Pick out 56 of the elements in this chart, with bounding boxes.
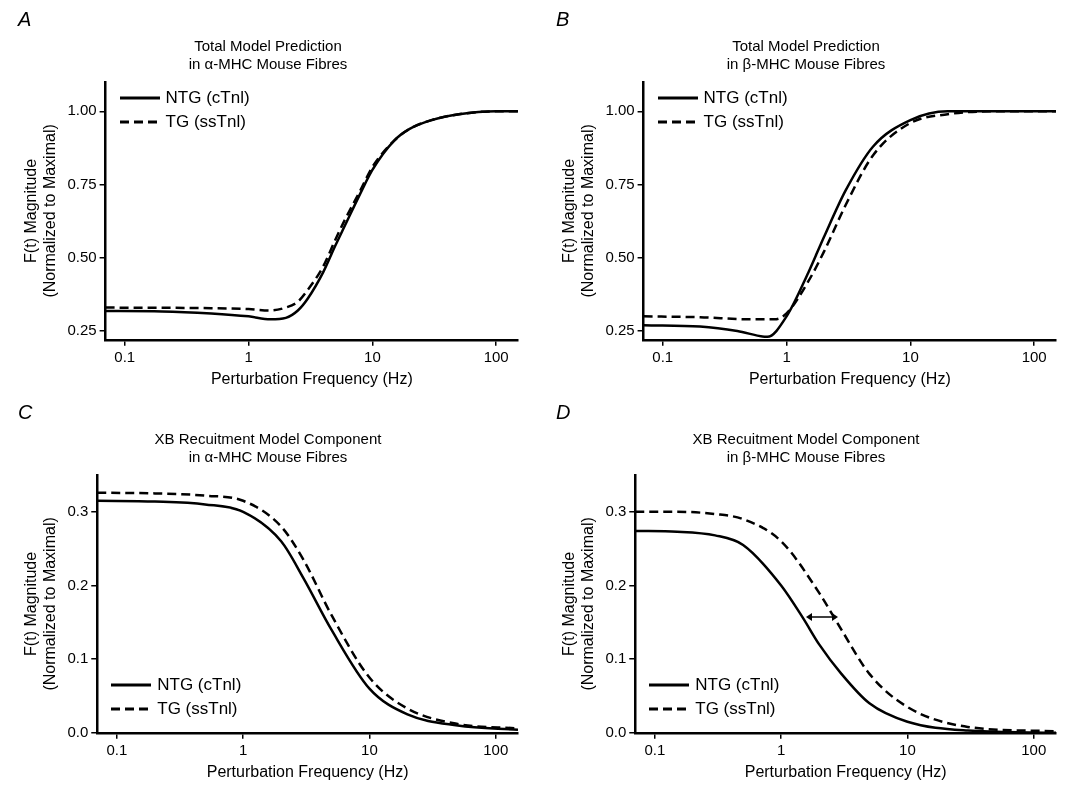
y-axis-title: F(t) Magnitude (Normalized to Maximal) — [22, 124, 59, 298]
x-axis-title: Perturbation Frequency (Hz) — [744, 762, 947, 780]
y-tick-label: 0.25 — [605, 321, 635, 339]
text: C — [18, 401, 33, 424]
x-tick-label: 10 — [364, 347, 381, 365]
x-tick-label: 1 — [776, 740, 786, 758]
x-axis-title: Perturbation Frequency (Hz) — [210, 369, 413, 387]
legend-label: TG (ssTnl) — [157, 697, 238, 720]
x-tick-label: 0.1 — [106, 740, 128, 758]
x-tick-label: 1 — [244, 347, 253, 365]
x-tick-label: 10 — [902, 347, 919, 365]
chart-title: XB Recuitment Model Component in β-MHC Mouse Fibres — [692, 430, 921, 466]
legend-label: NTG (cTnl) — [157, 673, 242, 696]
legend-label: NTG (cTnl) — [703, 87, 788, 109]
chart-title: Total Model Prediction in β-MHC Mouse Fibres — [726, 37, 886, 73]
x-tick-label: 0.1 — [652, 347, 674, 365]
y-tick-label: 0.1 — [605, 649, 627, 667]
y-tick-label: 0.1 — [67, 649, 89, 667]
x-axis-title: Perturbation Frequency (Hz) — [206, 762, 409, 780]
legend-label: NTG (cTnl) — [695, 673, 780, 696]
y-tick-label: 0.0 — [67, 722, 89, 740]
text: A — [18, 8, 32, 31]
y-tick-label: 0.0 — [605, 722, 627, 740]
y-tick-label: 0.2 — [605, 575, 627, 593]
x-tick-label: 10 — [899, 740, 916, 758]
text: D — [556, 401, 571, 424]
legend-label: TG (ssTnl) — [695, 697, 776, 720]
y-tick-label: 0.50 — [67, 247, 97, 265]
x-axis-title: Perturbation Frequency (Hz) — [748, 369, 951, 387]
x-tick-label: 0.1 — [114, 347, 136, 365]
y-tick-label: 0.3 — [605, 501, 627, 519]
y-tick-label: 0.50 — [605, 247, 635, 265]
legend-label: TG (ssTnl) — [703, 111, 784, 133]
y-tick-label: 1.00 — [605, 101, 635, 119]
y-tick-label: 0.75 — [605, 174, 635, 192]
text: B — [556, 8, 570, 31]
legend-label: TG (ssTnl) — [165, 111, 246, 133]
x-tick-label: 100 — [1021, 347, 1047, 365]
chart-title: Total Model Prediction in α-MHC Mouse Fibres — [188, 37, 348, 73]
x-tick-label: 100 — [1021, 740, 1047, 758]
x-tick-label: 1 — [238, 740, 248, 758]
x-tick-label: 100 — [483, 740, 509, 758]
y-tick-label: 0.25 — [67, 321, 97, 339]
x-tick-label: 10 — [361, 740, 378, 758]
x-tick-label: 100 — [483, 347, 509, 365]
y-axis-title: F(t) Magnitude (Normalized to Maximal) — [22, 517, 59, 691]
y-tick-label: 1.00 — [67, 101, 97, 119]
legend-label: NTG (cTnl) — [165, 87, 250, 109]
y-axis-title: F(t) Magnitude (Normalized to Maximal) — [560, 124, 597, 298]
y-tick-label: 0.2 — [67, 575, 89, 593]
y-axis-title: F(t) Magnitude (Normalized to Maximal) — [560, 517, 597, 691]
y-tick-label: 0.3 — [67, 501, 89, 519]
chart-title: XB Recuitment Model Component in α-MHC Mouse Fibres — [154, 430, 383, 466]
x-tick-label: 0.1 — [644, 740, 666, 758]
y-tick-label: 0.75 — [67, 174, 97, 192]
x-tick-label: 1 — [782, 347, 791, 365]
